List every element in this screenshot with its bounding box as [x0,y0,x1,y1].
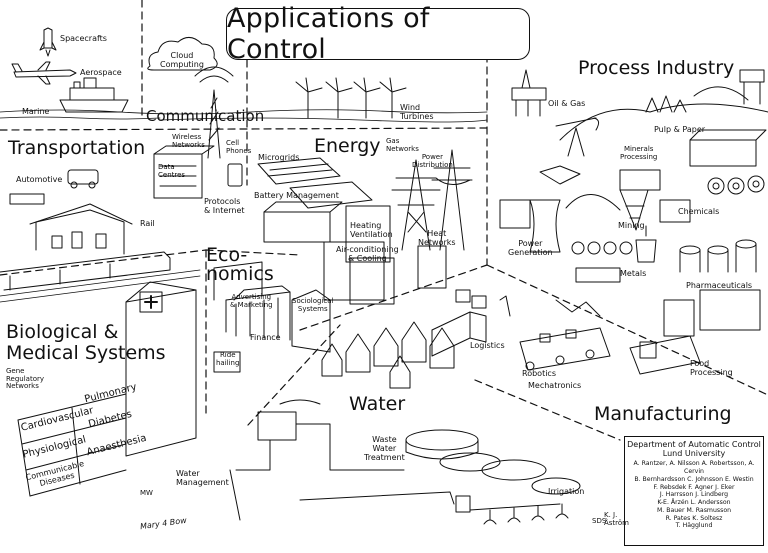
label-minerals-processing: Minerals Processing [620,145,658,161]
label-pulp-paper: Pulp & Paper [654,125,706,134]
train-drawing [0,251,171,291]
label-chemicals: Chemicals [678,207,720,216]
label-robotics: Robotics [522,369,556,378]
label-logistics: Logistics [470,341,505,350]
signature-sds: SDS [592,517,607,525]
diagram-title-box: Applications of Control [226,3,530,65]
credits-line: F. Rebsdek F. Agner J. Eker [653,483,735,491]
houses-drawing [321,321,455,389]
label-mechatronics: Mechatronics [528,381,582,390]
pulp-paper-drawing [689,129,767,195]
energy-buildings-drawing [263,201,447,305]
label-advertising-marketing: Advertising & Marketing [230,293,273,309]
ship-drawing [59,77,129,113]
domain-transportation: Transportation [8,137,146,159]
spacecraft-drawing [39,27,57,57]
label-heating-ventilation: Heating Ventilation [350,221,393,239]
domain-energy: Energy [314,135,381,157]
label-mining: Mining [618,221,645,230]
signature-artist-initials: MW [140,489,153,497]
pump-jack-drawing [555,117,600,157]
label-air-conditioning: Air-conditioning & Cooling [336,245,399,263]
label-cell-phones: Cell Phones [226,139,252,155]
oil-platform-drawing [511,69,765,117]
power-generation-drawing [499,199,633,283]
train-station-drawing [29,203,133,255]
label-gene-regulatory-networks: Gene Regulatory Networks [6,367,45,391]
pharma-drawing [663,289,761,337]
cell-phone-drawing [227,163,243,187]
label-protocols-internet: Protocols & Internet [204,197,245,215]
credits-line: B. Bernhardsson C. Johnsson E. Westin [634,475,754,483]
hospital-drawing [125,281,197,457]
cloud-drawing [147,37,218,71]
car-drawing [9,169,99,205]
label-metals: Metals [620,269,647,278]
robotics-conveyor-drawing [519,299,611,371]
medical-terms-grid-drawing [17,393,127,497]
label-sociological-systems: Sociological Systems [292,297,334,313]
label-irrigation: Irrigation [548,487,585,496]
label-spacecrafts: Spacecrafts [60,34,107,43]
mining-drawing [539,165,661,231]
credits-line: T. Hägglund [675,522,713,530]
label-pharmaceuticals: Pharmaceuticals [686,281,753,290]
rail-tracks-drawing [0,269,201,303]
sea [0,109,488,123]
airplane-drawing [11,61,77,85]
label-finance: Finance [250,333,281,342]
label-waste-water-treatment: Waste Water Treatment [364,435,405,462]
domain-bio-medical: Biological & Medical Systems [6,321,166,364]
label-cloud-computing: Cloud Computing [160,51,204,69]
label-food-processing: Food Processing [690,359,733,377]
water-treatment-drawing [229,399,581,521]
credits-line: A. Rantzer, A. Nilsson A. Robertsson, A.… [633,460,755,476]
economics-buildings-drawing [213,261,331,373]
data-centre-drawing [153,145,215,199]
credits-heading: Department of Automatic Control Lund Uni… [627,440,761,459]
label-power-distribution: Power Distribution [412,153,453,169]
irrigation-drawing [455,495,569,525]
diagram-title: Applications of Control [227,3,430,65]
metals-drawing [635,225,657,263]
domain-economics: Eco- nomics [206,244,274,285]
label-power-generation: Power Generation [508,239,553,257]
chemicals-drawing [659,199,757,273]
label-oil-gas: Oil & Gas [548,99,586,108]
label-wireless-networks: Wireless Networks [172,133,205,149]
logistics-drawing [431,289,511,357]
label-gas-networks: Gas Networks [386,137,419,153]
credits-line: K-E. Årzén L. Andersson [657,499,731,507]
label-wind-turbines: Wind Turbines [400,103,434,121]
signature-astrom: K. J. Åström [604,511,630,527]
label-data-centres: Data Centres [158,163,186,179]
credits-line: M. Bauer M. Rasmusson [656,506,732,514]
credits-line: J. Harrsson J. Lindberg [659,491,729,499]
domain-manufacturing: Manufacturing [594,403,732,425]
label-heat-networks: Heat Networks [418,229,456,247]
label-water-management: Water Management [176,469,229,487]
domain-water: Water [349,393,406,415]
label-marine: Marine [22,107,50,116]
credits-line: R. Pates K. Soltesz [665,514,723,522]
label-ride-hailing: Ride hailing [216,351,240,367]
wind-turbines-drawing [295,77,407,119]
label-rail: Rail [140,219,155,228]
credits-box: Department of Automatic Control Lund Uni… [624,436,764,546]
communication-tower-drawing [194,66,234,159]
label-aerospace: Aerospace [80,68,122,77]
label-battery-management: Battery Management [254,191,339,200]
domain-process-industry: Process Industry [578,57,735,79]
food-processing-drawing [629,335,701,375]
label-microgrids: Microgrids [258,153,300,162]
power-pylon-drawing [391,149,473,251]
domain-communication: Communication [146,107,265,125]
solar-panels-drawing [257,157,373,209]
label-automotive: Automotive [16,175,63,184]
